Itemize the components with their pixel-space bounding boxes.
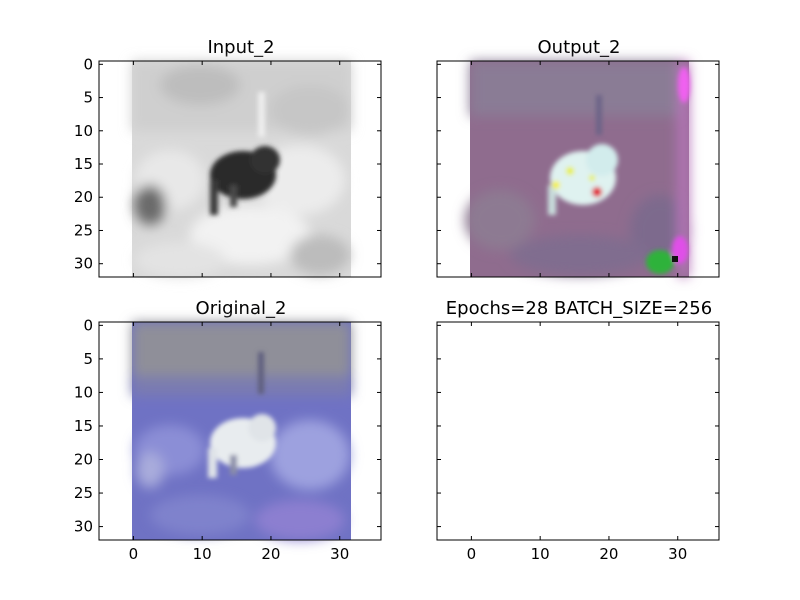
y-tick-label: 5 <box>83 350 93 368</box>
x-tick-label: 30 <box>330 545 349 563</box>
subplot-title: Original_2 <box>196 298 287 319</box>
y-tick-label: 20 <box>74 451 93 469</box>
subplot-info: Epochs=28 BATCH_SIZE=256 <box>436 298 720 541</box>
x-tick-label: 0 <box>467 545 477 563</box>
y-tick-label: 25 <box>74 221 93 239</box>
y-tick-label: 0 <box>83 55 93 73</box>
y-tick-label: 10 <box>74 383 93 401</box>
y-tick-label: 5 <box>83 89 93 107</box>
y-tick-label: 20 <box>74 188 93 206</box>
x-tick-label: 10 <box>531 545 550 563</box>
y-tick-label: 0 <box>83 316 93 334</box>
y-tick-label: 30 <box>74 518 93 536</box>
y-tick-label: 15 <box>74 417 93 435</box>
subplot-title: Input_2 <box>207 37 274 58</box>
subplot-title: Epochs=28 BATCH_SIZE=256 <box>446 298 712 319</box>
image-original <box>132 322 351 540</box>
subplot-original: Original_2 <box>98 298 382 541</box>
x-tick-label: 10 <box>193 545 212 563</box>
y-tick-label: 15 <box>74 155 93 173</box>
y-tick-label: 10 <box>74 122 93 140</box>
x-tick-label: 20 <box>261 545 280 563</box>
x-tick-label: 30 <box>668 545 687 563</box>
y-tick-label: 25 <box>74 484 93 502</box>
y-tick-label: 30 <box>74 255 93 273</box>
x-tick-label: 20 <box>599 545 618 563</box>
subplot-output: Output_2 <box>436 37 720 278</box>
axes-frame <box>436 321 720 541</box>
axes-frame <box>98 321 382 541</box>
image-output <box>465 61 690 277</box>
image-input <box>132 61 351 278</box>
subplot-title: Output_2 <box>538 37 621 58</box>
axes-frame <box>436 60 720 278</box>
ticks-layer: 0 5 10 15 20 25 30 0 10 20 30 0 5 10 15 20 25 30 0 10 20 30 <box>74 55 719 563</box>
axes-frame <box>98 60 382 278</box>
subplot-input: Input_2 <box>98 37 382 278</box>
x-tick-label: 0 <box>129 545 139 563</box>
